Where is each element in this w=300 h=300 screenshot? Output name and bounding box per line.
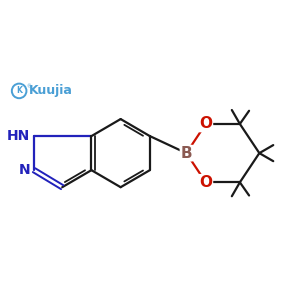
Text: O: O bbox=[199, 116, 212, 131]
Text: B: B bbox=[181, 146, 192, 160]
Text: Kuujia: Kuujia bbox=[29, 84, 73, 98]
Text: HN: HN bbox=[6, 129, 30, 143]
Text: N: N bbox=[19, 163, 31, 177]
Text: ®: ® bbox=[27, 85, 32, 89]
Text: O: O bbox=[199, 175, 212, 190]
Text: K: K bbox=[16, 86, 22, 95]
